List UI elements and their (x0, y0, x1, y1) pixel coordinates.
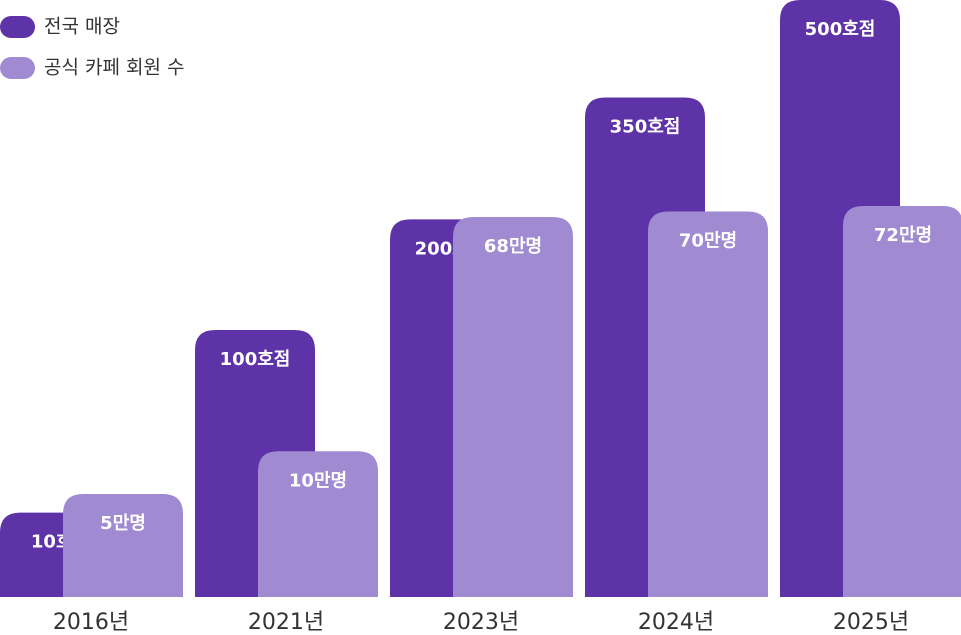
x-tick-label: 2021년 (248, 610, 324, 635)
bar-label: 100호점 (220, 349, 291, 370)
legend-swatch (0, 57, 35, 79)
bar-label: 68만명 (484, 236, 542, 257)
legend-text: 전국 매장 (44, 16, 120, 38)
bar-label: 500호점 (805, 19, 876, 40)
legend-text: 공식 카페 회원 수 (44, 57, 184, 79)
legend-swatch (0, 16, 35, 38)
bar-label: 72만명 (874, 225, 932, 246)
bar (453, 217, 573, 597)
bar-label: 5만명 (100, 513, 146, 534)
bar-label: 10만명 (289, 470, 347, 491)
bar (258, 451, 378, 597)
bar (843, 206, 961, 597)
x-tick-label: 2016년 (53, 610, 129, 635)
bar (648, 211, 768, 597)
x-tick-label: 2023년 (443, 610, 519, 635)
bar-label: 350호점 (610, 117, 681, 138)
x-tick-label: 2025년 (833, 610, 909, 635)
x-tick-label: 2024년 (638, 610, 714, 635)
bar (63, 493, 183, 597)
bar-label: 70만명 (679, 230, 737, 251)
